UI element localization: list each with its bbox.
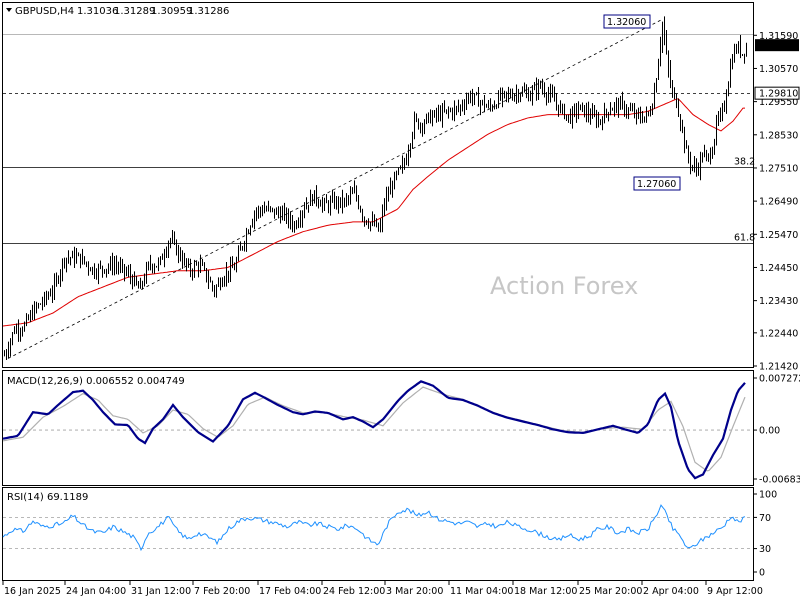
header-low: 1.30959: [151, 6, 192, 17]
current-price-tag: [755, 39, 799, 52]
price-annotation-box[interactable]: [603, 14, 651, 29]
level-price-label: 1.29810: [759, 89, 798, 100]
rsi-line[interactable]: [2, 504, 746, 552]
macd-axis-label: 0.007272: [759, 374, 800, 385]
x-axis-label: 17 Feb 04:00: [259, 586, 321, 597]
price-annotation-box[interactable]: [633, 176, 681, 191]
x-axis-label: 31 Jan 12:00: [131, 586, 191, 597]
rsi-axis-label: 30: [759, 544, 771, 555]
header-high: 1.31289: [114, 6, 155, 17]
macd-axis-label: 0.00: [759, 426, 780, 437]
price-axis-label: 1.23430: [759, 296, 798, 307]
rsi-axis-label: 100: [759, 490, 777, 501]
header-open: 1.31036: [77, 6, 118, 17]
x-axis-label: 24 Jan 04:00: [66, 586, 126, 597]
header-symbol: GBPUSD,H4: [15, 6, 74, 17]
price-annotation-label: 1.27060: [637, 179, 676, 190]
rsi-axis-label: 70: [759, 513, 771, 524]
macd-line[interactable]: [2, 380, 746, 480]
x-axis-label: 16 Jan 2025: [4, 586, 61, 597]
price-pane[interactable]: [2, 2, 754, 368]
level-price-tag: [754, 86, 800, 100]
price-axis-label: 1.31590: [759, 31, 798, 42]
fib-level-label: 61.8: [734, 233, 755, 244]
x-axis-label: 24 Feb 12:00: [323, 586, 385, 597]
price-axis-label: 1.22440: [759, 328, 798, 339]
x-axis-label: 25 Mar 20:00: [579, 586, 642, 597]
price-axis-label: 1.29550: [759, 97, 798, 108]
price-axis-label: 1.26490: [759, 197, 798, 208]
price-axis-label: 1.28530: [759, 130, 798, 141]
header-close: 1.31286: [188, 6, 229, 17]
rsi-title: RSI(14) 69.1189: [7, 492, 88, 503]
x-axis-label: 2 Apr 04:00: [643, 586, 699, 597]
watermark: Action Forex: [490, 272, 638, 300]
macd-pane[interactable]: [2, 370, 754, 486]
price-annotation-label: 1.32060: [607, 17, 646, 28]
rsi-axis-label: 0: [759, 568, 765, 579]
price-axis-label: 1.25470: [759, 230, 798, 241]
x-axis-label: 18 Mar 12:00: [514, 586, 577, 597]
price-axis-label: 1.30570: [759, 64, 798, 75]
fib-level-label: 38.2: [734, 157, 755, 168]
x-axis-label: 7 Feb 20:00: [194, 586, 250, 597]
macd-axis-label: -0.006832: [759, 475, 800, 486]
price-axis-label: 1.21420: [759, 362, 798, 373]
channel-trendline[interactable]: [7, 19, 662, 359]
symbol-dropdown-icon[interactable]: [6, 8, 12, 12]
x-axis-label: 11 Mar 04:00: [450, 586, 513, 597]
chart-header: GBPUSD,H4 1.31036 1.31289 1.30959 1.3128…: [6, 6, 229, 17]
price-axis-label: 1.24450: [759, 263, 798, 274]
macd-title: MACD(12,26,9) 0.006552 0.004749: [7, 376, 185, 387]
current-price-label: 1.31286: [759, 41, 798, 52]
price-axis-label: 1.27510: [759, 163, 798, 174]
x-axis-label: 9 Apr 12:00: [707, 586, 763, 597]
x-axis-label: 3 Mar 20:00: [386, 586, 443, 597]
rsi-pane[interactable]: [2, 487, 754, 581]
